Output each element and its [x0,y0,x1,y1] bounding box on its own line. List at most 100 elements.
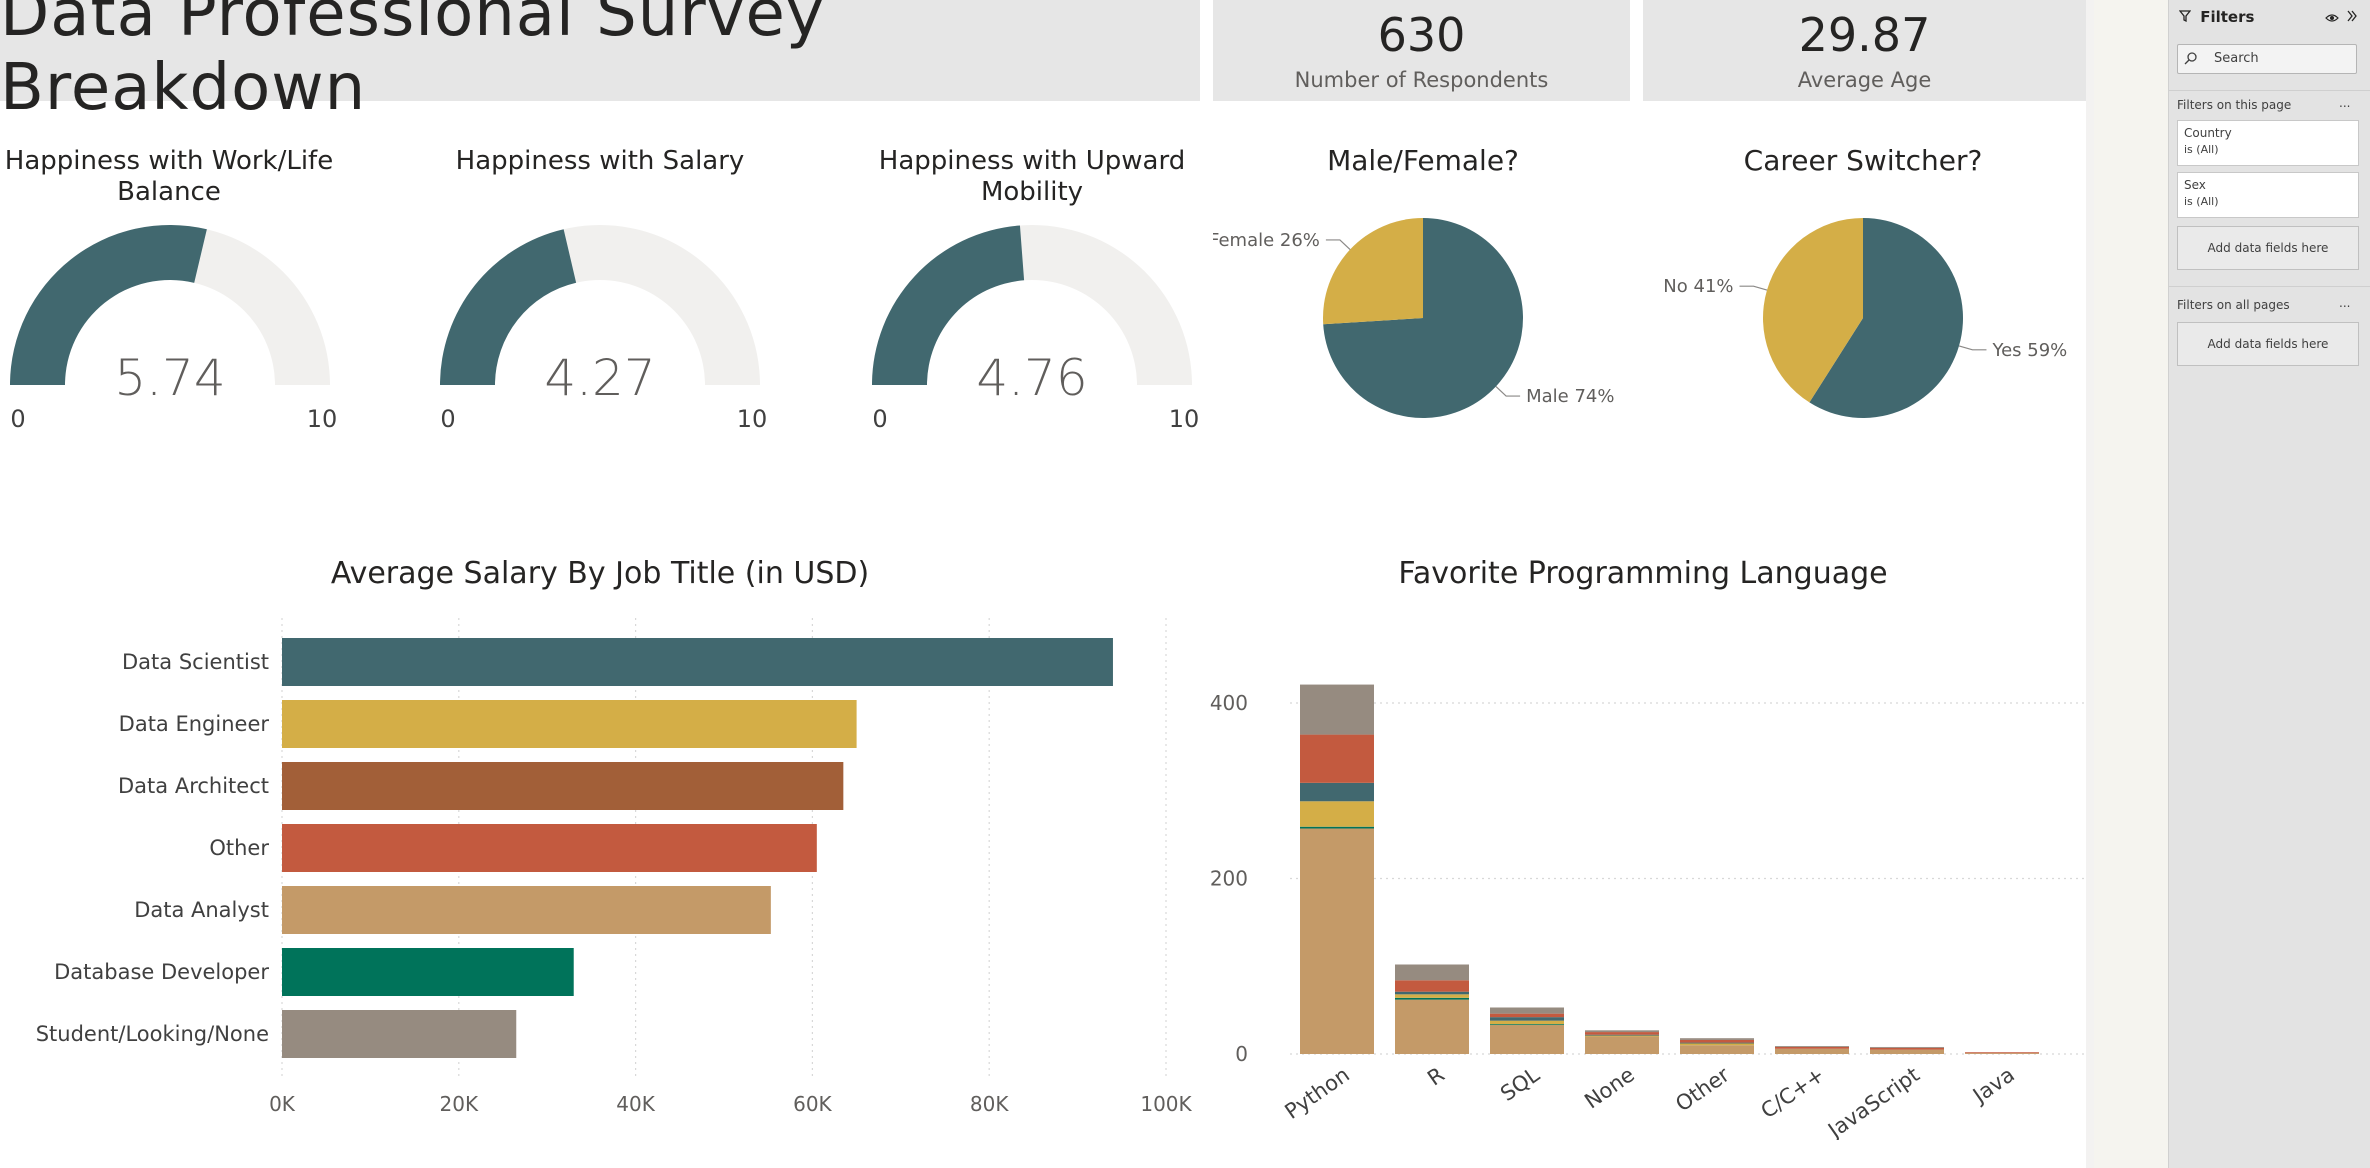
language-bar-segment [1490,1025,1564,1054]
gauge-work-life[interactable]: 5.74 0 10 [0,210,340,430]
filters-on-all-pages-label: Filters on all pages [2177,298,2290,312]
filter-funnel-icon [2178,8,2192,26]
language-bar-segment [1870,1047,1944,1050]
pie-slice [1323,218,1523,418]
y-category-label: Data Engineer [119,712,270,736]
collapse-pane-icon[interactable] [2345,9,2359,27]
salary-bar [282,824,817,872]
pie-slice-label: Yes 59% [1991,340,2067,361]
gauge-min-label: 0 [10,405,25,430]
salary-chart-title: Average Salary By Job Title (in USD) [330,556,870,591]
language-bar-segment [1395,999,1469,1054]
x-category-label: SQL [1496,1062,1544,1106]
canvas-edge [2086,0,2094,1168]
gauge-max-label: 10 [737,405,768,430]
more-options-icon[interactable]: ... [2339,96,2351,110]
pie-title-gender: Male/Female? [1327,144,1519,177]
canvas-background [2094,0,2168,1168]
add-data-fields-page[interactable]: Add data fields here [2177,226,2359,270]
x-tick-label: 40K [616,1092,655,1116]
language-bar-segment [1395,991,1469,995]
add-data-fields-all-pages[interactable]: Add data fields here [2177,322,2359,366]
language-bar-segment [1775,1046,1849,1049]
language-bar-segment [1680,1042,1754,1044]
filter-card-country[interactable]: Country is (All) [2177,120,2359,166]
language-bar-segment [1300,801,1374,827]
language-bar-segment [1300,826,1374,829]
gauge-upward-mobility[interactable]: 4.76 0 10 [862,210,1202,430]
x-category-label: R [1423,1062,1449,1090]
language-bar-segment [1965,1052,2039,1054]
language-bar-segment [1490,1013,1564,1018]
gauge-max-label: 10 [307,405,338,430]
y-category-label: Database Developer [54,960,269,984]
pie-slice [1809,218,1963,419]
x-category-label: JavaScript [1822,1062,1924,1140]
salary-bar [282,1010,517,1058]
language-bar-segment [1395,997,1469,1000]
title-banner: Data Professional Survey Breakdown [0,0,1200,125]
filters-search-input[interactable]: Search [2177,44,2357,74]
respondents-value: 630 [1377,8,1466,62]
average-age-card[interactable]: 29.87 Average Age [1643,0,2086,101]
y-category-label: Other [209,836,269,860]
language-bar-segment [1680,1043,1754,1046]
language-bar-segment [1300,828,1374,1054]
search-placeholder: Search [2214,51,2259,66]
pie-gender[interactable]: Male 74% Female 26% [1213,190,1633,450]
language-bar-segment [1490,1017,1564,1021]
pie-title-career-switcher: Career Switcher? [1743,144,1983,177]
language-bar-segment [1490,1020,1564,1025]
divider [2169,286,2370,287]
salary-bar [282,638,1113,686]
language-chart-title: Favorite Programming Language [1398,556,1888,591]
y-tick-label: 400 [1210,691,1248,715]
language-bar-segment [1585,1035,1659,1037]
filter-card-sex[interactable]: Sex is (All) [2177,172,2359,218]
gauge-title-upward-mobility: Happiness with Upward Mobility [878,146,1186,207]
eye-icon[interactable] [2325,10,2339,28]
language-bar-segment [1395,994,1469,998]
language-bar-segment [1585,1032,1659,1035]
more-options-icon[interactable]: ... [2339,296,2351,310]
pie-leader-line [1495,386,1521,397]
x-category-label: C/C++ [1756,1062,1828,1123]
filter-state: is (All) [2184,195,2219,208]
language-bar-segment [1300,684,1374,735]
language-bar-segment [1300,734,1374,783]
salary-bar-chart[interactable]: 0K 20K 40K 60K 80K 100K Data Scientist Data Eng… [0,600,1200,1130]
pie-slice-label: Male 74% [1526,386,1614,407]
language-stacked-chart[interactable]: 0 200 400 Python R SQL None Other C/C++JavaScrip… [1200,600,2086,1140]
language-bar-segment [1490,1007,1564,1014]
gauge-value-label: 4.76 [976,349,1087,407]
gauge-fill [10,224,207,385]
salary-bar [282,700,857,748]
language-bar-segment [1680,1045,1754,1054]
pie-slice [1323,218,1423,325]
gauge-title-work-life: Happiness with Work/Life Balance [4,146,334,207]
language-bar-segment [1585,1030,1659,1033]
y-category-label: Data Scientist [122,650,269,674]
pie-career-switcher[interactable]: Yes 59% No 41% [1643,190,2083,450]
gauge-salary[interactable]: 4.27 0 10 [430,210,770,430]
pie-leader-line [1739,285,1768,291]
salary-bar [282,762,844,810]
y-tick-label: 200 [1210,867,1248,891]
x-tick-label: 60K [793,1092,832,1116]
filter-field-name: Sex [2184,178,2206,192]
filters-pane: Filters Search Filters on this page ... … [2168,0,2370,1168]
pie-leader-line [1325,239,1351,250]
salary-bar [282,886,771,934]
language-bar-segment [1300,782,1374,802]
gauge-max-label: 10 [1169,405,1200,430]
language-bar-segment [1775,1046,1849,1047]
language-bar-segment [1395,980,1469,992]
x-category-label: None [1580,1062,1639,1113]
language-bar-segment [1965,1053,2039,1054]
x-category-label: Other [1671,1062,1734,1116]
language-bar-segment [1585,1036,1659,1054]
respondents-card[interactable]: 630 Number of Respondents [1213,0,1630,101]
y-tick-label: 0 [1235,1042,1248,1066]
y-category-label: Student/Looking/None [36,1022,269,1046]
pie-slice-label: No 41% [1663,276,1733,297]
